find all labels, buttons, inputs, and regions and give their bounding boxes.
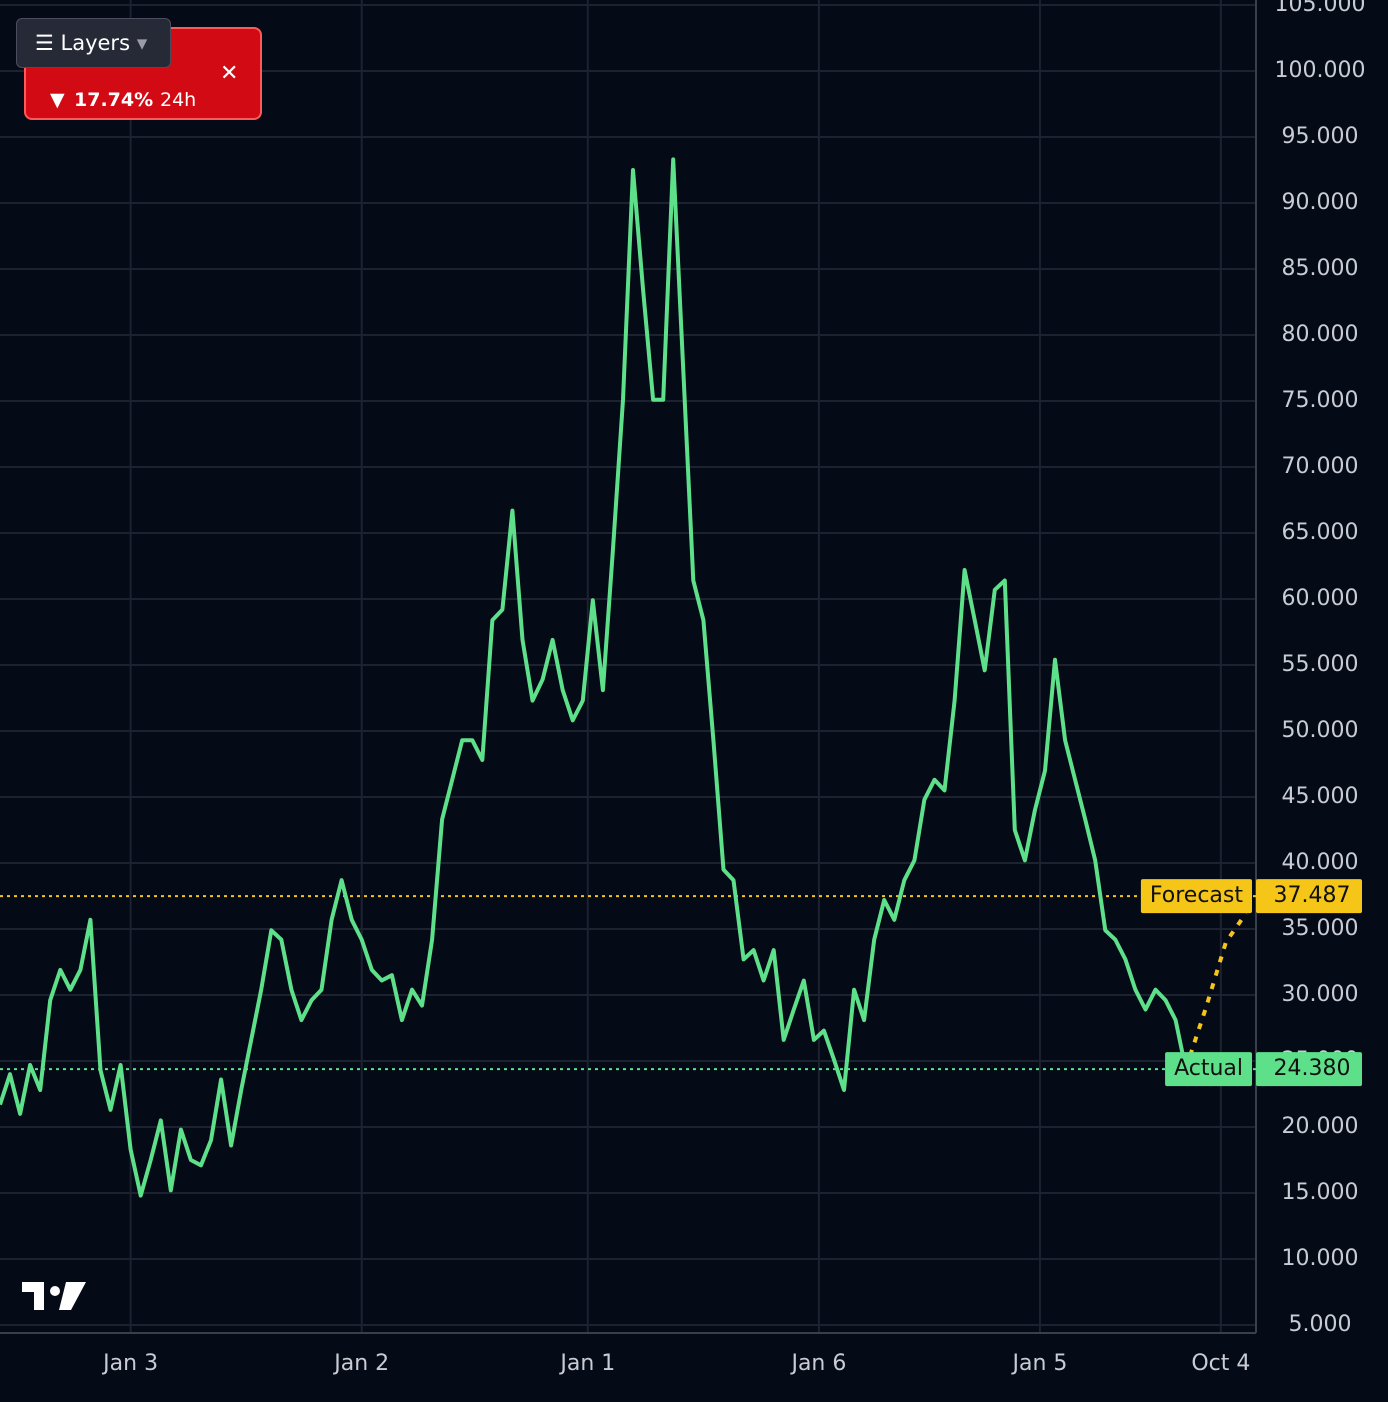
layers-label: Layers (60, 31, 131, 55)
caret: ▾ (130, 31, 148, 55)
y-tick-label: 75.000 (1282, 388, 1359, 413)
marker-value-box (1256, 879, 1362, 914)
series-line (0, 157, 1188, 1198)
y-tick-label: 105.000 (1275, 0, 1366, 17)
y-tick-label: 55.000 (1282, 652, 1359, 677)
y-tick-label: 65.000 (1282, 520, 1359, 545)
y-tick-label: 80.000 (1282, 322, 1359, 347)
x-tick-label: Oct 4 (1191, 1351, 1250, 1376)
menu-icon: ☰ (35, 31, 61, 55)
x-tick-label: Jan 1 (558, 1351, 615, 1376)
layers-button[interactable]: ☰ Layers ▾ (16, 18, 171, 68)
x-tick-label: Jan 3 (101, 1351, 158, 1376)
change: 17.74% (74, 89, 154, 111)
x-tick-label: Jan 6 (789, 1351, 846, 1376)
marker-label-box (1165, 1052, 1252, 1087)
x-tick-label: Jan 2 (332, 1351, 389, 1376)
overlay: 5.00010.00015.00020.00025.00030.00035.00… (0, 0, 1365, 1376)
tv-logo (22, 1282, 86, 1310)
y-tick-label: 90.000 (1282, 190, 1359, 215)
y-tick-label: 95.000 (1282, 124, 1359, 149)
y-tick-label: 30.000 (1282, 982, 1359, 1007)
y-tick-label: 10.000 (1282, 1246, 1359, 1271)
y-tick-label: 70.000 (1282, 454, 1359, 479)
change-arrow: ▼ (50, 89, 65, 111)
y-tick-label: 40.000 (1282, 850, 1359, 875)
y-tick-label: 50.000 (1282, 718, 1359, 743)
close-button[interactable]: ✕ (220, 61, 239, 86)
marker-label-box (1140, 879, 1252, 914)
series-line (1183, 912, 1248, 1070)
marker-label: Forecast (1150, 883, 1243, 908)
marker-value-box (1256, 1052, 1362, 1087)
y-tick-label: 60.000 (1282, 586, 1359, 611)
marker-value: 37.487 (1274, 883, 1351, 908)
marker-label: Actual (1174, 1056, 1243, 1081)
y-tick-label: 5.000 (1289, 1312, 1352, 1337)
y-tick-label: 35.000 (1282, 916, 1359, 941)
x-tick-label: Jan 5 (1011, 1351, 1068, 1376)
grid (0, 0, 1257, 1334)
y-tick-label: 45.000 (1282, 784, 1359, 809)
y-tick-label: 85.000 (1282, 256, 1359, 281)
period: 24h (160, 89, 197, 111)
y-tick-label: 100.000 (1275, 58, 1366, 83)
y-tick-label: 20.000 (1282, 1114, 1359, 1139)
marker-value: 24.380 (1274, 1056, 1351, 1081)
y-tick-label: 15.000 (1282, 1180, 1359, 1205)
